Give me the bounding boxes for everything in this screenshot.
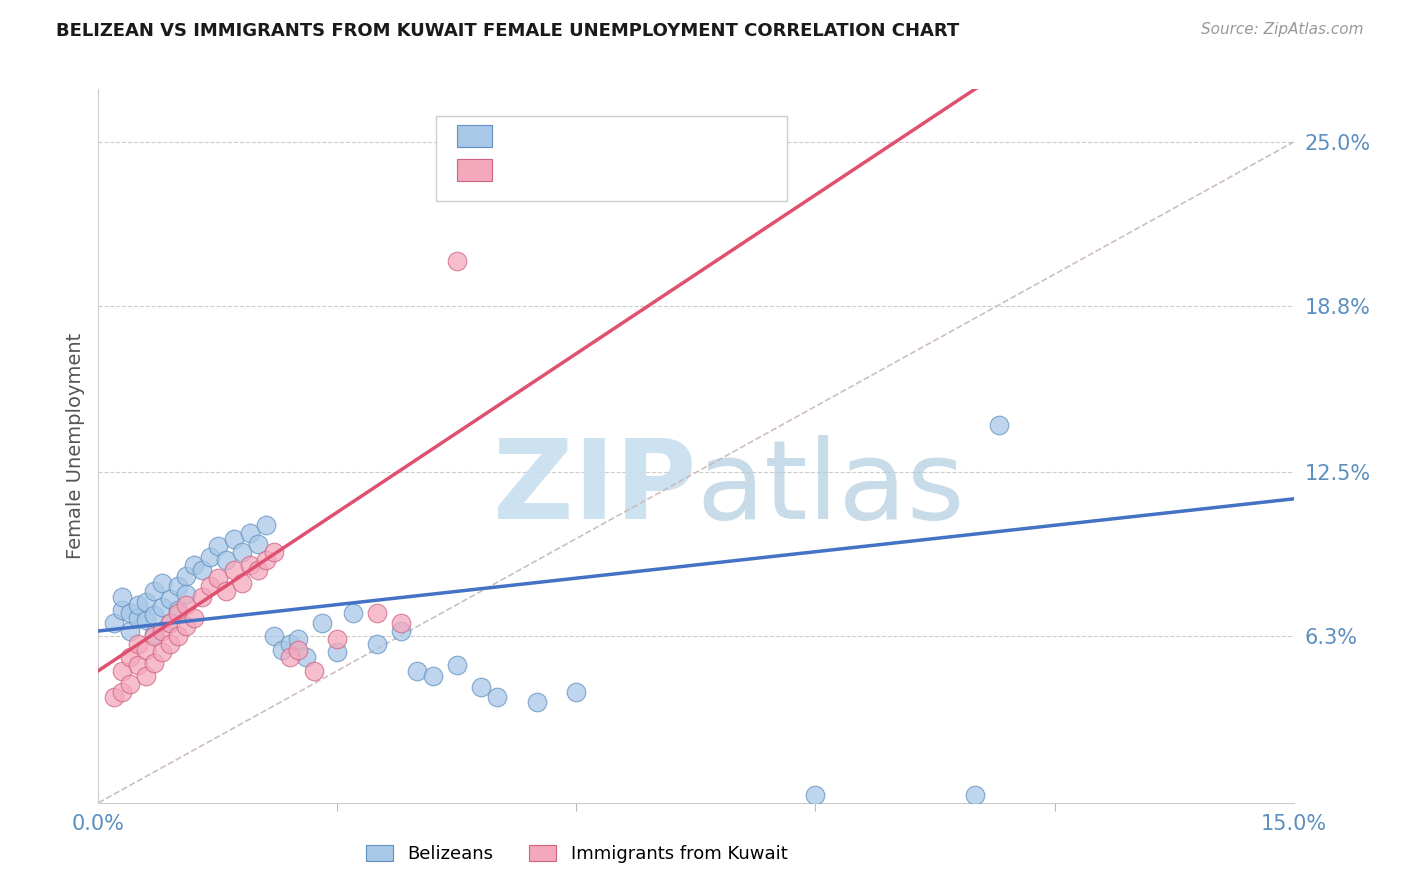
Point (167, 603, 190, 617)
Text: BELIZEAN VS IMMIGRANTS FROM KUWAIT FEMALE UNEMPLOYMENT CORRELATION CHART: BELIZEAN VS IMMIGRANTS FROM KUWAIT FEMAL… (56, 22, 959, 40)
Point (159, 616, 181, 631)
Text: R = 0.820: R = 0.820 (509, 170, 607, 189)
Point (263, 545, 285, 559)
Point (191, 563, 214, 577)
Point (239, 558, 262, 572)
Point (302, 664, 325, 678)
Point (565, 685, 588, 699)
Point (246, 537, 269, 551)
Point (150, 645, 173, 659)
Point (143, 626, 166, 640)
Point (111, 603, 134, 617)
Point (120, 650, 142, 665)
Point (174, 618, 197, 632)
Point (278, 637, 301, 651)
Point (143, 584, 166, 599)
Point (150, 624, 173, 638)
Point (143, 656, 166, 670)
Point (135, 614, 157, 628)
Point (422, 669, 444, 683)
Point (159, 592, 181, 607)
Point (127, 637, 149, 651)
Point (198, 579, 221, 593)
Point (127, 658, 149, 673)
Point (446, 254, 468, 268)
Point (135, 595, 157, 609)
Point (470, 680, 492, 694)
Point (135, 669, 157, 683)
Point (294, 650, 316, 665)
Point (526, 695, 548, 709)
Point (150, 576, 173, 591)
Point (159, 616, 181, 631)
Point (246, 563, 269, 577)
Point (326, 632, 349, 646)
Point (183, 558, 205, 572)
Point (111, 664, 134, 678)
Point (311, 616, 333, 631)
Point (198, 549, 221, 564)
Point (222, 563, 245, 577)
Point (270, 642, 292, 657)
Point (342, 606, 364, 620)
Point (120, 677, 142, 691)
Text: R = 0.233: R = 0.233 (509, 136, 607, 155)
Point (406, 664, 429, 678)
Text: ZIP: ZIP (492, 435, 696, 542)
Point (254, 552, 277, 566)
Point (174, 598, 197, 612)
Point (485, 690, 508, 704)
Y-axis label: Female Unemployment: Female Unemployment (66, 333, 84, 559)
Point (287, 632, 309, 646)
Point (215, 552, 238, 566)
Point (174, 587, 197, 601)
Point (254, 518, 277, 533)
Point (207, 571, 229, 585)
Text: N = 37: N = 37 (628, 170, 702, 189)
Point (167, 629, 190, 643)
Point (389, 624, 412, 638)
Point (120, 624, 142, 638)
Point (389, 616, 412, 631)
Point (804, 788, 827, 802)
Point (174, 568, 197, 582)
Point (103, 690, 125, 704)
Text: Source: ZipAtlas.com: Source: ZipAtlas.com (1201, 22, 1364, 37)
Point (231, 545, 253, 559)
Point (231, 576, 253, 591)
Point (239, 526, 262, 541)
Point (278, 650, 301, 665)
Point (143, 629, 166, 643)
Point (366, 637, 388, 651)
Point (103, 616, 125, 631)
Point (159, 637, 181, 651)
Point (222, 532, 245, 546)
Point (326, 645, 349, 659)
Point (167, 606, 190, 620)
Point (167, 579, 190, 593)
Point (143, 608, 166, 623)
Point (135, 642, 157, 657)
Point (120, 606, 142, 620)
Point (963, 788, 986, 802)
Point (446, 658, 468, 673)
Point (191, 590, 214, 604)
Point (263, 629, 285, 643)
Text: N = 50: N = 50 (628, 136, 702, 155)
Text: atlas: atlas (696, 435, 965, 542)
Point (127, 611, 149, 625)
Legend: Belizeans, Immigrants from Kuwait: Belizeans, Immigrants from Kuwait (357, 836, 796, 872)
Point (150, 600, 173, 615)
Point (111, 590, 134, 604)
Point (111, 685, 134, 699)
Point (987, 417, 1010, 432)
Point (207, 540, 229, 554)
Point (183, 611, 205, 625)
Point (127, 598, 149, 612)
Point (215, 584, 238, 599)
Point (287, 642, 309, 657)
Point (366, 606, 388, 620)
